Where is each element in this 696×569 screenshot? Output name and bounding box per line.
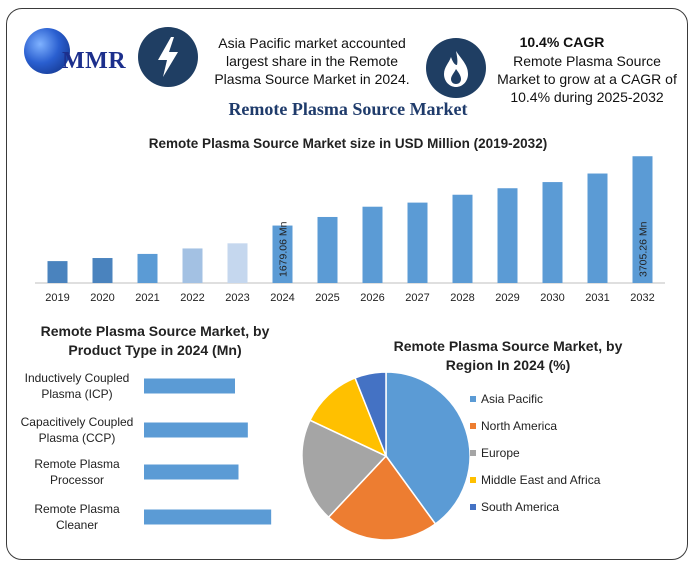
product-bar xyxy=(144,509,272,525)
x-tick-label: 2027 xyxy=(405,292,429,304)
x-tick-label: 2021 xyxy=(135,292,159,304)
legend-label: North America xyxy=(481,419,557,433)
x-tick-label: 2022 xyxy=(180,292,204,304)
product-bar xyxy=(144,464,239,480)
bar-2022 xyxy=(182,248,203,283)
bar-2032 xyxy=(632,156,653,283)
bar-2024 xyxy=(272,225,293,283)
product-bar xyxy=(144,378,235,394)
cagr-title: 10.4% CAGR xyxy=(519,34,605,50)
bar-2020 xyxy=(92,258,113,283)
globe-icon xyxy=(24,28,70,74)
bar-2023 xyxy=(227,243,248,283)
bar-2031 xyxy=(587,173,608,283)
bar-2030 xyxy=(542,182,563,283)
product-label: Capacitively Coupled Plasma (CCP) xyxy=(20,415,134,445)
bar-2019 xyxy=(47,261,68,283)
pie-slice xyxy=(354,371,387,457)
insight-right: Remote Plasma Source Market to grow at a… xyxy=(497,53,677,105)
legend-swatch xyxy=(470,423,476,429)
x-tick-label: 2025 xyxy=(315,292,339,304)
insight-left: Asia Pacific market accounted largest sh… xyxy=(214,35,410,87)
bar-2029 xyxy=(497,188,518,283)
bar-2027 xyxy=(407,202,428,283)
product-bar-chart xyxy=(144,378,272,525)
bar-2028 xyxy=(452,194,473,283)
legend-label: Europe xyxy=(481,446,520,460)
region-legend: Asia Pacific North America Europe Middle Ea… xyxy=(470,392,601,514)
lightning-icon xyxy=(138,27,198,87)
flame-icon xyxy=(426,38,486,98)
region-pie-chart xyxy=(301,371,471,541)
product-bar xyxy=(144,422,248,438)
x-tick-label: 2030 xyxy=(540,292,564,304)
x-tick-label: 2023 xyxy=(225,292,249,304)
bar-2026 xyxy=(362,206,383,283)
x-tick-label: 2020 xyxy=(90,292,114,304)
x-tick-label: 2032 xyxy=(630,292,654,304)
bar-2025 xyxy=(317,216,338,283)
x-tick-label: 2031 xyxy=(585,292,609,304)
x-tick-label: 2024 xyxy=(270,292,294,304)
legend-label: Asia Pacific xyxy=(481,392,543,406)
mmr-logo: MMR xyxy=(24,28,134,84)
bar-2021 xyxy=(137,253,158,283)
x-tick-label: 2026 xyxy=(360,292,384,304)
pie-slice xyxy=(301,419,388,519)
bar-chart: 2019 2020 2021 2022 2023 2024 1679.06 Mn 2025 20… xyxy=(35,156,665,304)
legend-swatch xyxy=(470,396,476,402)
product-label: Remote Plasma Processor xyxy=(34,457,120,487)
x-tick-label: 2029 xyxy=(495,292,519,304)
legend-label: Middle East and Africa xyxy=(481,473,601,487)
product-label: Inductively Coupled Plasma (ICP) xyxy=(24,371,130,401)
pie-slice xyxy=(308,376,388,458)
logo-text: MMR xyxy=(62,48,127,74)
product-label: Remote Plasma Cleaner xyxy=(34,502,120,532)
legend-swatch xyxy=(470,450,476,456)
product-chart-title: Remote Plasma Source Market, by Product … xyxy=(40,323,270,358)
legend-label: South America xyxy=(481,500,559,514)
bar-chart-title: Remote Plasma Source Market size in USD … xyxy=(148,136,548,151)
legend-swatch xyxy=(470,477,476,483)
x-tick-label: 2028 xyxy=(450,292,474,304)
pie-slice xyxy=(385,371,471,526)
x-tick-label: 2019 xyxy=(45,292,69,304)
main-title: Remote Plasma Source Market xyxy=(228,99,468,119)
region-chart-title: Remote Plasma Source Market, by Region I… xyxy=(393,338,623,373)
legend-swatch xyxy=(470,504,476,510)
data-label: 1679.06 Mn xyxy=(278,221,290,277)
pie-slice xyxy=(327,454,437,541)
data-label: 3705.26 Mn xyxy=(638,221,650,277)
